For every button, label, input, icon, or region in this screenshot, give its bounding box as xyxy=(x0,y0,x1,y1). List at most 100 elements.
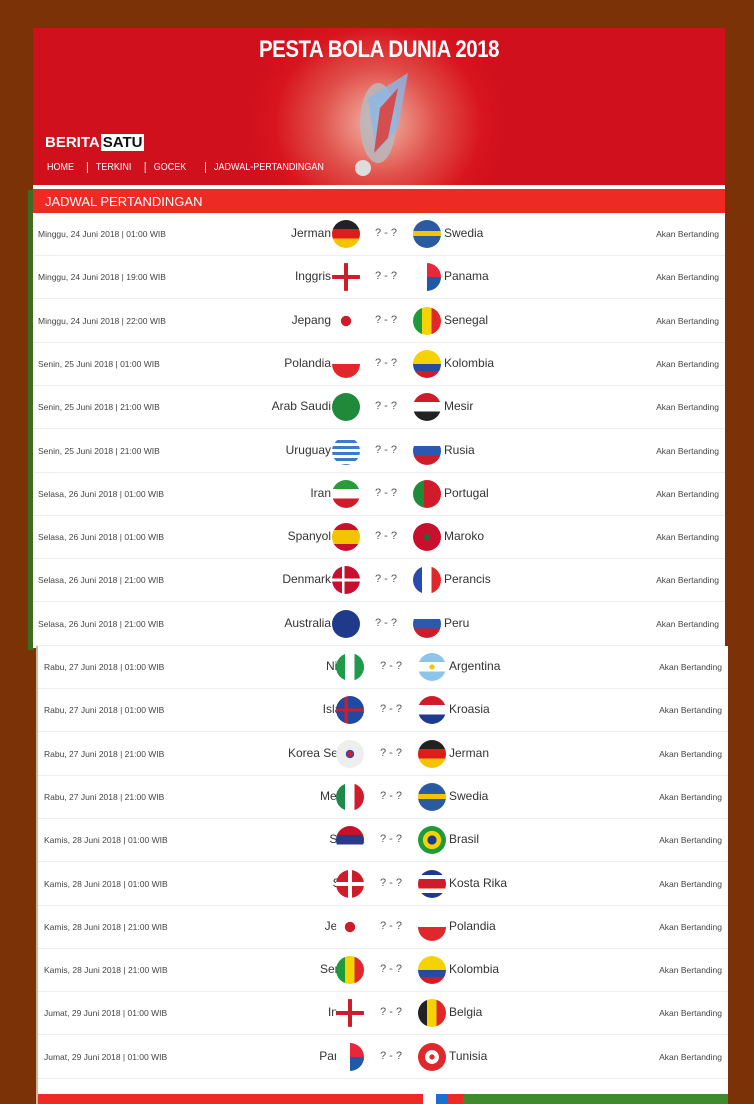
nav-terkini[interactable]: TERKINI xyxy=(86,162,140,173)
match-date: Jumat, 29 Juni 2018 | 01:00 WIB xyxy=(44,1051,168,1062)
home-flag-icon xyxy=(332,436,360,465)
match-status: Akan Bertanding xyxy=(659,748,722,759)
match-score: ? - ? xyxy=(380,660,403,672)
match-row[interactable]: Rabu, 27 Juni 2018 | 01:00 WIB Nigeria ?… xyxy=(38,646,728,689)
match-date: Kamis, 28 Juni 2018 | 01:00 WIB xyxy=(44,878,168,889)
away-flag-icon xyxy=(413,220,441,248)
match-date: Selasa, 26 Juni 2018 | 21:00 WIB xyxy=(38,575,165,586)
match-date: Jumat, 29 Juni 2018 | 01:00 WIB xyxy=(44,1008,168,1019)
match-date: Selasa, 26 Juni 2018 | 21:00 WIB xyxy=(38,618,165,629)
match-row[interactable]: Kamis, 28 Juni 2018 | 01:00 WIB Swiss ? … xyxy=(38,863,728,906)
home-flag-icon xyxy=(336,956,364,985)
match-row[interactable]: Jumat, 29 Juni 2018 | 01:00 WIB Inggris … xyxy=(38,992,728,1036)
away-flag-icon xyxy=(413,479,441,508)
home-flag-icon xyxy=(336,999,364,1028)
match-status: Akan Bertanding xyxy=(659,835,722,846)
match-date: Senin, 25 Juni 2018 | 01:00 WIB xyxy=(38,358,160,369)
banner-title: PESTA BOLA DUNIA 2018 xyxy=(258,36,500,63)
logo-text-satu: SATU xyxy=(100,134,145,151)
home-flag-icon xyxy=(336,912,364,941)
away-flag-icon xyxy=(413,523,441,552)
match-score: ? - ? xyxy=(380,963,403,976)
match-status: Akan Bertanding xyxy=(659,878,722,889)
footer-stripe xyxy=(38,1094,728,1104)
away-flag-icon xyxy=(418,653,446,681)
away-team: Kolombia xyxy=(449,962,500,977)
match-row[interactable]: Senin, 25 Juni 2018 | 21:00 WIB Uruguay … xyxy=(33,430,725,473)
match-score: ? - ? xyxy=(380,1006,403,1019)
match-status: Akan Bertanding xyxy=(659,791,722,802)
home-flag-icon xyxy=(332,393,360,422)
home-team: Iran xyxy=(310,485,331,500)
match-date: Senin, 25 Juni 2018 | 21:00 WIB xyxy=(38,445,160,456)
match-date: Minggu, 24 Juni 2018 | 22:00 WIB xyxy=(38,315,166,326)
match-date: Kamis, 28 Juni 2018 | 21:00 WIB xyxy=(44,921,168,932)
away-flag-icon xyxy=(413,393,441,422)
away-flag-icon xyxy=(418,956,446,985)
match-score: ? - ? xyxy=(375,530,398,543)
football-player-illustration xyxy=(355,73,408,176)
match-row[interactable]: Kamis, 28 Juni 2018 | 01:00 WIB Serbia ?… xyxy=(38,819,728,863)
match-row[interactable]: Selasa, 26 Juni 2018 | 21:00 WIB Denmark… xyxy=(33,559,725,603)
home-flag-icon xyxy=(332,609,360,638)
match-date: Kamis, 28 Juni 2018 | 01:00 WIB xyxy=(44,835,168,846)
match-row[interactable]: Rabu, 27 Juni 2018 | 21:00 WIB Korea Sel… xyxy=(38,733,728,776)
away-flag-icon xyxy=(418,826,446,855)
away-flag-icon xyxy=(418,782,446,811)
away-flag-icon xyxy=(413,436,441,465)
home-team: Inggris xyxy=(294,269,331,284)
match-row[interactable]: Selasa, 26 Juni 2018 | 21:00 WIB Austral… xyxy=(33,603,725,646)
away-team: Kolombia xyxy=(444,355,495,370)
match-row[interactable]: Minggu, 24 Juni 2018 | 19:00 WIB Inggris… xyxy=(33,256,725,300)
away-flag-icon xyxy=(413,609,441,638)
away-team: Swedia xyxy=(449,788,489,803)
match-score: ? - ? xyxy=(380,703,403,716)
home-flag-icon xyxy=(332,306,360,335)
home-flag-icon xyxy=(332,479,360,508)
match-score: ? - ? xyxy=(380,876,403,889)
away-flag-icon xyxy=(413,306,441,335)
match-row[interactable]: Senin, 25 Juni 2018 | 01:00 WIB Polandia… xyxy=(33,343,725,386)
match-date: Rabu, 27 Juni 2018 | 01:00 WIB xyxy=(44,662,165,672)
match-date: Selasa, 26 Juni 2018 | 01:00 WIB xyxy=(38,488,165,499)
match-status: Akan Bertanding xyxy=(656,618,719,629)
match-row[interactable]: Rabu, 27 Juni 2018 | 01:00 WIB Islandia … xyxy=(38,689,728,733)
match-row[interactable]: Rabu, 27 Juni 2018 | 21:00 WIB Meksiko ?… xyxy=(38,776,728,819)
match-status: Akan Bertanding xyxy=(659,1051,722,1062)
away-team: Rusia xyxy=(444,442,475,457)
away-flag-icon xyxy=(413,566,441,595)
away-team: Senegal xyxy=(444,312,489,327)
match-status: Akan Bertanding xyxy=(656,229,719,239)
match-score: ? - ? xyxy=(375,227,398,239)
nav-gocek[interactable]: GOCEK xyxy=(145,162,195,173)
match-status: Akan Bertanding xyxy=(656,532,719,543)
match-score: ? - ? xyxy=(375,400,398,413)
match-row[interactable]: Senin, 25 Juni 2018 | 21:00 WIB Arab Sau… xyxy=(33,386,725,430)
match-status: Akan Bertanding xyxy=(656,488,719,499)
match-date: Rabu, 27 Juni 2018 | 21:00 WIB xyxy=(44,748,165,759)
match-row[interactable]: Minggu, 24 Juni 2018 | 22:00 WIB Jepang … xyxy=(33,300,725,343)
match-status: Akan Bertanding xyxy=(656,315,719,326)
match-row[interactable]: Kamis, 28 Juni 2018 | 21:00 WIB Jepang ?… xyxy=(38,906,728,949)
match-row[interactable]: Minggu, 24 Juni 2018 | 01:00 WIB Jerman … xyxy=(33,213,725,256)
match-row[interactable]: Selasa, 26 Juni 2018 | 01:00 WIB Iran ? … xyxy=(33,473,725,516)
home-flag-icon xyxy=(336,1042,364,1071)
away-team: Perancis xyxy=(444,572,491,587)
home-team: Spanyol xyxy=(287,529,331,544)
away-team: Peru xyxy=(444,615,470,630)
away-flag-icon xyxy=(418,869,446,898)
match-score: ? - ? xyxy=(375,573,398,586)
match-score: ? - ? xyxy=(375,356,398,369)
home-team: Jerman xyxy=(290,226,331,240)
match-date: Rabu, 27 Juni 2018 | 21:00 WIB xyxy=(44,791,165,802)
away-team: Panama xyxy=(444,269,489,284)
match-row[interactable]: Jumat, 29 Juni 2018 | 01:00 WIB Panama ?… xyxy=(38,1036,728,1079)
match-date: Senin, 25 Juni 2018 | 21:00 WIB xyxy=(38,402,160,413)
home-flag-icon xyxy=(332,220,360,248)
match-row[interactable]: Selasa, 26 Juni 2018 | 01:00 WIB Spanyol… xyxy=(33,516,725,560)
nav-home[interactable]: HOME xyxy=(46,162,74,173)
beritasatu-logo[interactable]: BERITA SATU xyxy=(45,134,145,151)
nav-jadwal-pertandingan[interactable]: JADWAL-PERTANDINGAN xyxy=(204,162,332,173)
match-row[interactable]: Kamis, 28 Juni 2018 | 21:00 WIB Senegal … xyxy=(38,949,728,993)
home-flag-icon xyxy=(332,566,360,595)
